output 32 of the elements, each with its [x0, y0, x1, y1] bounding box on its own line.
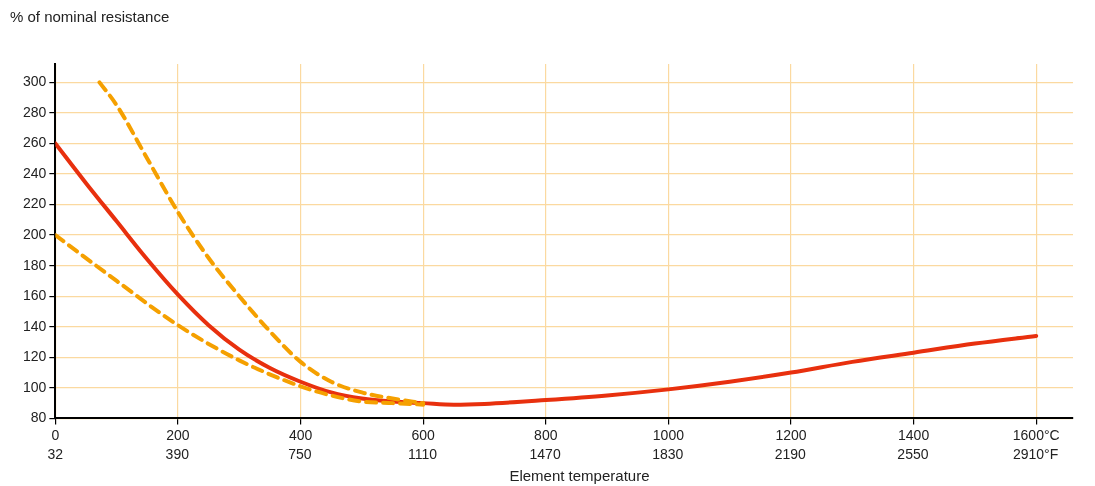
x-tick-label: 1000	[652, 426, 685, 443]
x2-tick-label: 750	[288, 446, 312, 463]
y-tick-label: 140	[23, 317, 47, 334]
y-tick-label: 120	[23, 348, 47, 365]
y-axis-title: % of nominal resistance	[10, 8, 170, 25]
x-tick-label: 200	[166, 426, 190, 443]
y-tick-label: 160	[23, 287, 47, 304]
y-tick-label: 180	[23, 256, 47, 273]
y-tick-label: 80	[30, 409, 47, 426]
x2-tick-label: 32	[47, 446, 64, 463]
x-tick-label: 800	[534, 426, 558, 443]
y-tick-label: 240	[23, 164, 47, 181]
x2-tick-label: 2190	[774, 446, 807, 463]
x2-tick-label: 390	[165, 446, 190, 463]
x-tick-label: 600	[411, 426, 436, 443]
x-tick-label: 400	[288, 426, 313, 443]
y-tick-label: 100	[23, 378, 47, 395]
x2-tick-label: 1830	[652, 446, 684, 463]
y-tick-label: 200	[23, 225, 47, 242]
x2-tick-label: 2910°F	[1012, 446, 1059, 463]
x2-tick-label: 1470	[529, 446, 561, 463]
x-tick-label: 1600°C	[1012, 426, 1060, 443]
x-axis-title: Element temperature	[509, 466, 650, 484]
x-tick-label: 1200	[775, 426, 807, 443]
x2-tick-label: 1110	[407, 446, 438, 463]
y-tick-label: 280	[23, 103, 47, 120]
x-tick-label: 0	[51, 426, 60, 443]
y-tick-label: 300	[23, 73, 47, 90]
y-tick-label: 260	[23, 134, 47, 151]
x2-tick-label: 2550	[897, 446, 929, 463]
x-tick-label: 1400	[898, 426, 930, 443]
y-tick-label: 220	[23, 195, 47, 212]
